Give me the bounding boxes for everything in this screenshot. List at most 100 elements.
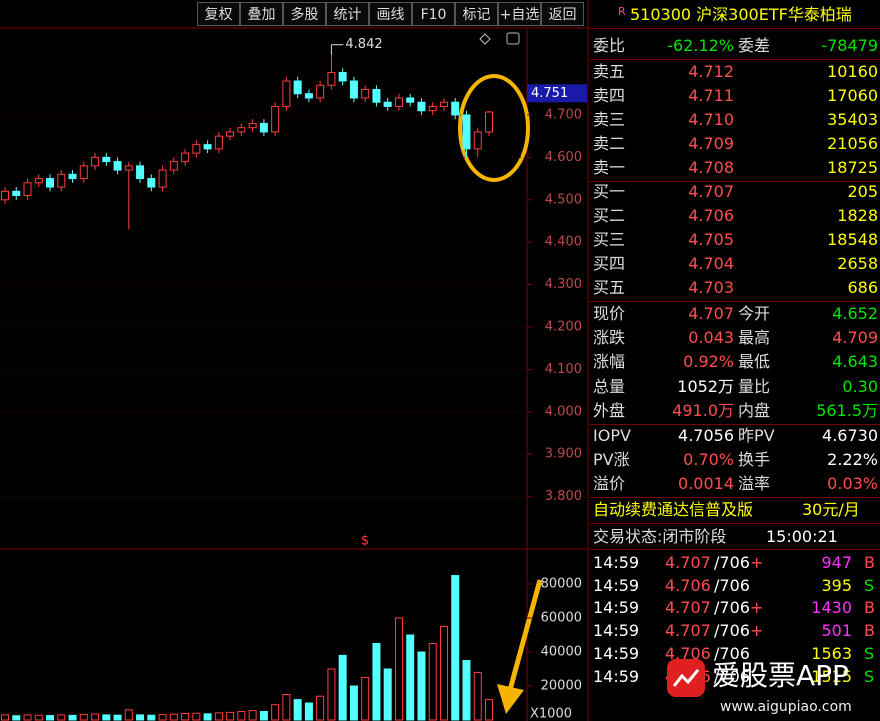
- y-tick-label: 3.800: [545, 489, 582, 504]
- book-label: 卖五: [593, 62, 626, 81]
- stat-label: PV涨: [593, 450, 630, 470]
- status-label: 交易状态:闭市阶段: [593, 527, 727, 546]
- stat-value: 0.03%: [827, 474, 878, 494]
- watermark-logo: [667, 659, 705, 697]
- candle-body: [203, 144, 212, 150]
- candle-body: [1, 190, 9, 201]
- y-tick-label: 3.900: [545, 447, 582, 462]
- volume-tick-label: 20000: [541, 679, 582, 694]
- stat-value: 4.709: [832, 328, 878, 348]
- highlight-circle: [458, 74, 530, 182]
- stat-label: 现价: [593, 304, 626, 323]
- volume-bar: [451, 575, 460, 721]
- candle-body: [158, 169, 167, 188]
- candle-body: [192, 144, 201, 154]
- volume-bar: [237, 711, 246, 721]
- candle-body: [338, 72, 347, 82]
- stat-value: 4.707: [688, 304, 734, 323]
- toolbar-button[interactable]: 复权: [197, 2, 240, 26]
- volume-bar: [12, 715, 21, 721]
- book-price: 4.711: [688, 86, 734, 105]
- book-label: 买二: [593, 206, 626, 225]
- volume-bar: [34, 714, 43, 721]
- candle-body: [383, 101, 392, 107]
- volume-bar: [248, 710, 257, 721]
- toolbar-button[interactable]: 统计: [326, 2, 369, 26]
- volume-tick-label: 60000: [541, 611, 582, 626]
- trade-ref: /706: [714, 621, 750, 641]
- candle-body: [57, 173, 66, 188]
- ad-price: 30元/月: [802, 500, 860, 519]
- value: -62.12%: [667, 36, 734, 55]
- candle-body: [181, 152, 190, 163]
- volume-bar: [57, 714, 66, 721]
- label: 委比: [593, 36, 626, 55]
- toolbar-button[interactable]: 叠加: [240, 2, 283, 26]
- divider: [590, 28, 880, 29]
- trade-volume: 1515: [811, 666, 852, 686]
- candle-body: [147, 178, 156, 188]
- candle-body: [293, 80, 302, 95]
- volume-bar: [169, 713, 178, 721]
- trade-flag: +: [750, 553, 764, 572]
- volume-bar: [485, 699, 493, 721]
- stat-value: 4.7056: [678, 426, 734, 445]
- candle-body: [271, 105, 280, 133]
- trade-time: 14:59: [593, 666, 640, 686]
- candle-body: [439, 101, 448, 107]
- candle-body: [68, 173, 77, 180]
- candle-body: [361, 88, 370, 99]
- book-price: 4.708: [688, 158, 734, 177]
- book-price: 4.707: [688, 182, 734, 201]
- stat-value: 0.30: [842, 376, 878, 396]
- book-price: 4.704: [688, 254, 734, 273]
- trade-time: 14:59: [593, 598, 640, 618]
- toolbar-button[interactable]: 多股: [283, 2, 326, 26]
- book-label: 买四: [593, 254, 626, 273]
- stat-label: 涨幅: [593, 352, 626, 372]
- trade-price: 4.707: [665, 621, 711, 641]
- book-label: 卖四: [593, 86, 626, 105]
- quote-marker: R: [618, 5, 626, 18]
- stat-label: 内盘: [738, 400, 771, 420]
- candle-body: [12, 190, 21, 197]
- book-volume: 686: [847, 278, 878, 297]
- volume-bar: [79, 714, 88, 721]
- book-price: 4.710: [688, 110, 734, 129]
- candle-body: [417, 101, 426, 112]
- candle-body: [406, 97, 415, 103]
- toolbar-button[interactable]: +自选: [498, 2, 541, 26]
- candle-body: [136, 165, 145, 180]
- book-price: 4.712: [688, 62, 734, 81]
- book-price: 4.709: [688, 134, 734, 153]
- y-tick-label: 4.200: [545, 320, 582, 335]
- volume-bar: [304, 702, 313, 721]
- toolbar-button[interactable]: 画线: [369, 2, 412, 26]
- volume-bar: [147, 714, 156, 721]
- candle-body: [485, 111, 493, 133]
- book-volume: 205: [847, 182, 878, 201]
- candle-body: [462, 114, 471, 150]
- stat-value: 0.70%: [683, 450, 734, 470]
- stat-label: 昨PV: [738, 426, 775, 445]
- toolbar-button[interactable]: 标记: [455, 2, 498, 26]
- volume-bar: [271, 704, 280, 721]
- candle-body: [91, 156, 100, 167]
- trade-time: 14:59: [593, 621, 640, 641]
- trade-volume: 1563: [811, 643, 852, 663]
- book-volume: 10160: [827, 62, 878, 81]
- book-volume: 35403: [827, 110, 878, 129]
- current-price-label: 4.751: [531, 86, 568, 101]
- candle-body: [451, 101, 460, 116]
- volume-bar: [394, 617, 403, 721]
- y-tick-label: 4.500: [545, 192, 582, 207]
- stat-label: 最高: [738, 328, 771, 348]
- stat-label: 外盘: [593, 400, 626, 420]
- candle-body: [226, 131, 235, 137]
- y-tick-label: 4.000: [545, 404, 582, 419]
- volume-bar: [406, 634, 415, 721]
- toolbar-button[interactable]: F10: [412, 2, 455, 26]
- toolbar-button[interactable]: 返回: [541, 2, 584, 26]
- trade-price: 4.707: [665, 553, 711, 572]
- y-tick-label: 4.300: [545, 277, 582, 292]
